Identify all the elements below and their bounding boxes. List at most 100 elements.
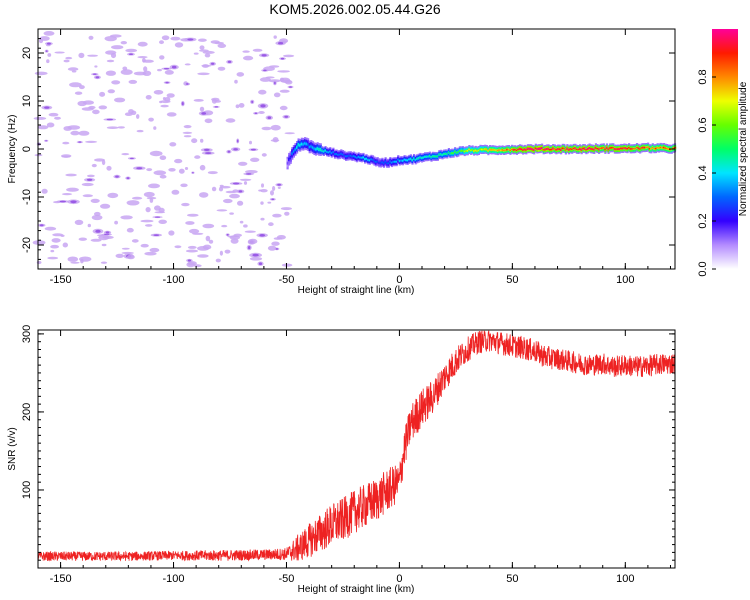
noise-blob-core [187, 259, 191, 262]
ridge-cell [547, 148, 550, 150]
noise-blob-core [258, 262, 263, 266]
ridge-cell [599, 147, 602, 149]
noise-blob [142, 70, 152, 77]
noise-blob [121, 247, 130, 250]
noise-blob [202, 50, 215, 54]
noise-blob [137, 41, 148, 47]
ridge-cell [356, 157, 359, 159]
ridge-cell [389, 160, 392, 163]
x-tick-label: 100 [616, 274, 634, 286]
noise-blob [269, 65, 280, 68]
ridge-cell [569, 148, 572, 150]
noise-blob [211, 186, 217, 192]
noise-blob-core [136, 167, 143, 170]
ridge-cell [604, 148, 607, 151]
noise-blob [33, 116, 47, 120]
noise-blob [126, 200, 140, 206]
ridge-cell [498, 149, 501, 151]
noise-blob-core [106, 118, 114, 121]
noise-blob [136, 114, 140, 119]
noise-blob [111, 80, 121, 85]
ridge-cell [408, 158, 411, 161]
ridge-cell [672, 147, 675, 149]
noise-blob [153, 126, 157, 130]
noise-blob [131, 239, 139, 243]
noise-blob [202, 223, 215, 229]
ridge-cell [553, 148, 556, 150]
colorbar-tick-label: 0.8 [697, 69, 709, 84]
ridge-cell [291, 152, 294, 155]
noise-blob [114, 220, 118, 225]
noise-blob [143, 191, 155, 198]
ridge-cell [620, 147, 623, 150]
ridge-cell [411, 159, 414, 161]
ridge-cell [424, 156, 427, 158]
noise-blob-core [246, 173, 252, 175]
noise-blob [239, 178, 252, 181]
ridge-cell [310, 145, 313, 148]
ridge-cell [507, 148, 510, 151]
ridge-cell [311, 146, 314, 149]
noise-blob-core [163, 68, 170, 70]
noise-blob [146, 168, 153, 172]
ridge-cell [446, 153, 449, 155]
noise-blob [237, 200, 244, 206]
noise-blob [44, 226, 57, 231]
ridge-cell [341, 153, 344, 156]
noise-blob [100, 261, 108, 264]
noise-blob [94, 65, 98, 68]
ridge-cell [490, 149, 493, 151]
ridge-cell [549, 149, 552, 151]
ridge-cell [588, 147, 591, 149]
noise-blob [230, 238, 239, 244]
ridge-cell [327, 151, 330, 154]
noise-blob-core [165, 81, 169, 84]
noise-blob [277, 70, 290, 73]
noise-blob [140, 219, 154, 223]
ridge-cell [409, 158, 412, 160]
ridge-cell [379, 162, 382, 164]
noise-blob [211, 97, 220, 102]
noise-blob [74, 219, 84, 225]
ridge-cell [351, 155, 354, 158]
noise-blob [131, 110, 137, 116]
ridge-cell [605, 147, 609, 149]
noise-blob-core [236, 139, 239, 143]
noise-blob-core [252, 253, 259, 257]
noise-blob [161, 35, 170, 41]
ridge-cell [661, 147, 664, 149]
noise-blob [159, 55, 165, 60]
noise-blob [131, 196, 143, 200]
noise-blob [36, 261, 42, 264]
noise-blob [252, 48, 263, 52]
ridge-cell [338, 153, 341, 156]
ridge-cell [318, 148, 321, 151]
ridge-cell [571, 148, 574, 150]
noise-blob [100, 203, 111, 209]
noise-blob [145, 95, 152, 100]
ridge-cell [362, 156, 365, 159]
ridge-cell [580, 149, 583, 151]
ridge-cell [471, 149, 474, 151]
noise-blob [65, 56, 73, 60]
noise-blob [217, 66, 226, 71]
ridge-cell [335, 153, 338, 155]
ridge-cell [506, 148, 509, 151]
snr-axis-ticks: -150 -100 -50 0 50 100 100 200 300 [21, 325, 675, 585]
ridge-cell [340, 153, 343, 155]
noise-blob [144, 251, 157, 256]
ridge-cell [387, 162, 390, 164]
noise-blob [243, 224, 248, 228]
noise-blob [234, 79, 238, 84]
noise-blob [153, 170, 167, 176]
noise-blob-core [277, 183, 281, 186]
noise-blob [78, 237, 88, 241]
noise-blob [105, 50, 117, 55]
noise-blob [92, 109, 100, 115]
noise-blob [284, 211, 290, 216]
noise-blob [107, 89, 116, 94]
noise-blob [149, 150, 163, 157]
ridge-cell [564, 149, 567, 151]
ridge-cell [481, 148, 484, 151]
